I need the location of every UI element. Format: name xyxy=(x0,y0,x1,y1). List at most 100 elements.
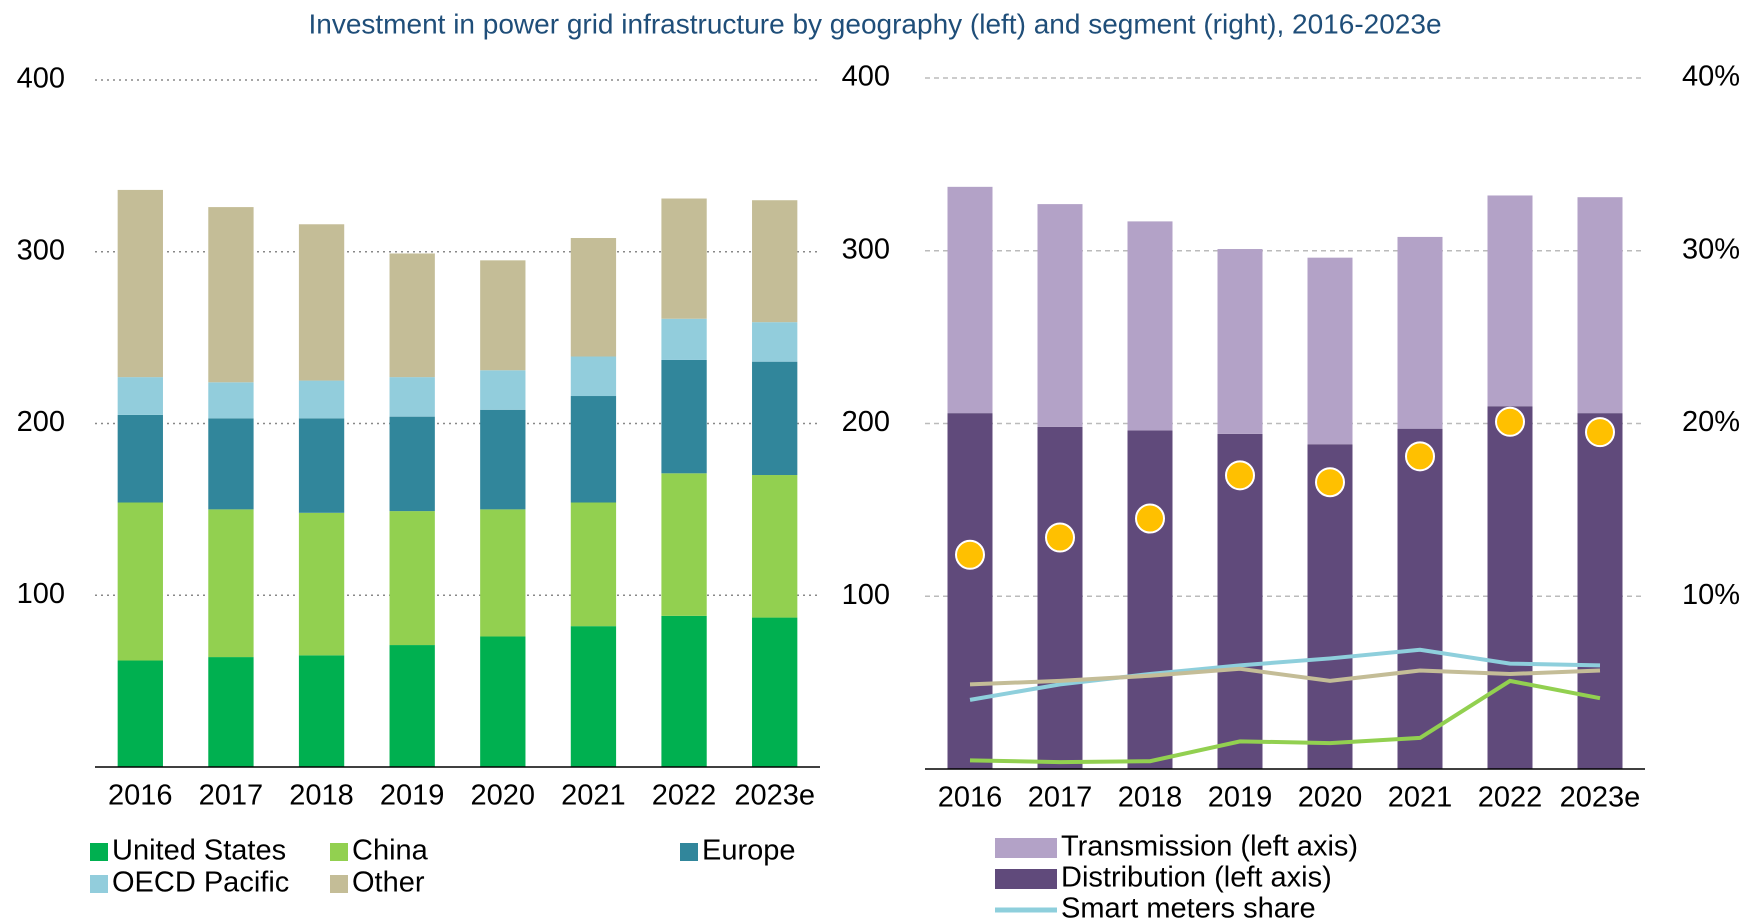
bar xyxy=(389,645,435,767)
bar xyxy=(661,359,707,474)
line xyxy=(969,647,1601,702)
dot xyxy=(1225,460,1255,491)
dot xyxy=(1405,441,1435,472)
y2-tick-label: 10% xyxy=(1682,579,1740,611)
bar xyxy=(298,655,345,767)
y-tick-label: 200 xyxy=(842,406,890,438)
bar xyxy=(1037,426,1083,769)
legend-swatch xyxy=(330,843,348,861)
bar xyxy=(1127,430,1173,769)
y-tick-label: 100 xyxy=(842,579,890,611)
y-tick-label: 300 xyxy=(842,233,890,265)
bar xyxy=(1127,221,1173,431)
y-tick-label: 300 xyxy=(17,234,65,266)
legend-label: Europe xyxy=(702,835,796,867)
x-tick-label: 2018 xyxy=(289,780,354,812)
bar xyxy=(208,509,254,658)
legend-swatch xyxy=(995,869,1057,889)
legend-swatch xyxy=(90,843,108,861)
bar xyxy=(1577,413,1623,769)
y2-tick-label: 20% xyxy=(1682,406,1740,438)
bar xyxy=(1307,257,1353,445)
bar xyxy=(117,660,163,767)
bar xyxy=(661,198,707,319)
x-tick-label: 2020 xyxy=(471,780,536,812)
legend-label: Transmission (left axis) xyxy=(1061,831,1358,863)
legend-label: United States xyxy=(112,835,286,867)
bar xyxy=(570,356,617,397)
dot xyxy=(1585,417,1615,448)
bar xyxy=(1307,444,1353,769)
x-tick-label: 2019 xyxy=(1208,782,1273,814)
x-tick-label: 2017 xyxy=(199,780,264,812)
bar xyxy=(752,322,798,362)
legend-label: Other xyxy=(352,867,425,899)
y2-tick-label: 30% xyxy=(1682,233,1740,265)
y-tick-label: 100 xyxy=(17,578,65,610)
bar xyxy=(570,502,617,627)
y-tick-label: 400 xyxy=(17,63,65,95)
line xyxy=(969,678,1601,765)
bar xyxy=(752,200,798,323)
x-tick-label: 2022 xyxy=(652,780,717,812)
legend-swatch xyxy=(680,843,698,861)
legend-label: Distribution (left axis) xyxy=(1061,862,1332,894)
legend-label: OECD Pacific xyxy=(112,867,289,899)
bar xyxy=(298,512,345,656)
bar xyxy=(117,414,163,503)
bar xyxy=(1577,197,1623,414)
x-tick-label: 2023e xyxy=(734,780,815,812)
bar xyxy=(947,413,993,769)
bar xyxy=(752,617,798,767)
chart-title: Investment in power grid infrastructure … xyxy=(308,8,1441,39)
x-tick-label: 2021 xyxy=(561,780,626,812)
bar xyxy=(570,626,617,767)
bar xyxy=(298,418,345,513)
y-tick-label: 200 xyxy=(17,406,65,438)
bar xyxy=(389,377,435,417)
bar xyxy=(480,509,526,637)
bar xyxy=(208,418,254,510)
x-tick-label: 2018 xyxy=(1118,782,1183,814)
bar xyxy=(1487,406,1533,769)
legend-swatch xyxy=(330,875,348,893)
x-tick-label: 2020 xyxy=(1298,782,1363,814)
bar xyxy=(208,657,254,767)
x-tick-label: 2019 xyxy=(380,780,445,812)
y2-tick-label: 40% xyxy=(1682,61,1740,93)
bar xyxy=(1397,236,1443,429)
bar xyxy=(208,382,254,419)
bar xyxy=(570,238,617,357)
bar xyxy=(117,502,163,661)
dot xyxy=(955,539,985,570)
bar xyxy=(480,409,526,510)
bar xyxy=(208,207,254,383)
x-tick-label: 2017 xyxy=(1028,782,1093,814)
legend-swatch xyxy=(90,875,108,893)
x-tick-label: 2016 xyxy=(938,782,1003,814)
bar xyxy=(661,615,707,767)
bar xyxy=(752,475,798,618)
line xyxy=(969,666,1601,687)
dot xyxy=(1135,503,1165,534)
y-tick-label: 400 xyxy=(842,61,890,93)
bar xyxy=(752,361,798,476)
bar xyxy=(389,511,435,646)
x-tick-label: 2022 xyxy=(1478,782,1543,814)
bar xyxy=(298,224,345,381)
dot xyxy=(1495,406,1525,437)
bar xyxy=(389,416,435,512)
legend-label: Smart meters share xyxy=(1061,893,1316,922)
bar xyxy=(1037,204,1083,427)
dot xyxy=(1315,467,1345,498)
bar xyxy=(480,370,526,410)
x-tick-label: 2016 xyxy=(108,780,173,812)
bar xyxy=(298,380,345,419)
bar xyxy=(389,253,435,378)
bar xyxy=(480,636,526,767)
bar xyxy=(661,318,707,360)
bar xyxy=(480,260,526,371)
legend-label: China xyxy=(352,835,429,867)
bar xyxy=(1397,428,1443,769)
